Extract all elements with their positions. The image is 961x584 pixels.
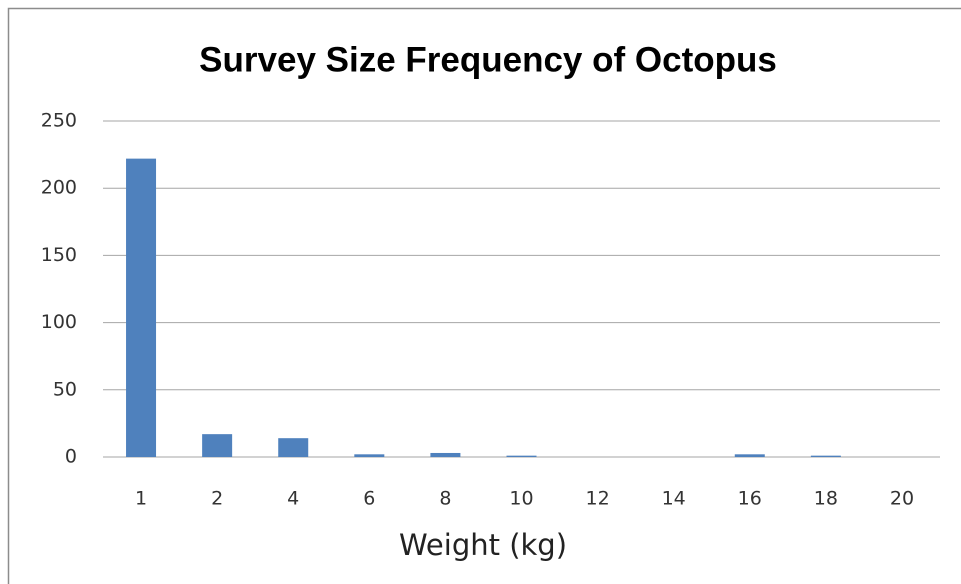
x-tick-label: 1 bbox=[135, 488, 147, 510]
x-tick-label: 20 bbox=[890, 488, 914, 510]
x-tick-label: 8 bbox=[439, 488, 451, 510]
x-tick-label: 10 bbox=[509, 488, 533, 510]
chart-border bbox=[7, 7, 961, 584]
x-tick-label: 2 bbox=[211, 488, 223, 510]
bar bbox=[810, 455, 841, 457]
y-tick-label: 50 bbox=[53, 378, 77, 400]
bar bbox=[430, 452, 461, 457]
y-tick-label: 0 bbox=[65, 446, 77, 468]
x-tick-label: 18 bbox=[814, 488, 838, 510]
y-tick-label: 200 bbox=[41, 177, 77, 199]
y-tick-label: 250 bbox=[41, 110, 77, 132]
bar bbox=[202, 434, 233, 457]
x-axis-title: Weight (kg) bbox=[399, 528, 567, 562]
bar bbox=[734, 454, 765, 457]
y-tick-label: 150 bbox=[41, 244, 77, 266]
bar bbox=[354, 454, 385, 457]
bar bbox=[506, 455, 537, 457]
bar bbox=[126, 158, 157, 457]
x-tick-label: 14 bbox=[662, 488, 686, 510]
x-tick-label: 6 bbox=[363, 488, 375, 510]
x-tick-label: 16 bbox=[738, 488, 762, 510]
x-tick-label: 12 bbox=[585, 488, 609, 510]
bar bbox=[278, 438, 309, 457]
chart-title: Survey Size Frequency of Octopus bbox=[199, 40, 777, 79]
y-tick-label: 100 bbox=[41, 311, 77, 333]
x-tick-label: 4 bbox=[287, 488, 299, 510]
